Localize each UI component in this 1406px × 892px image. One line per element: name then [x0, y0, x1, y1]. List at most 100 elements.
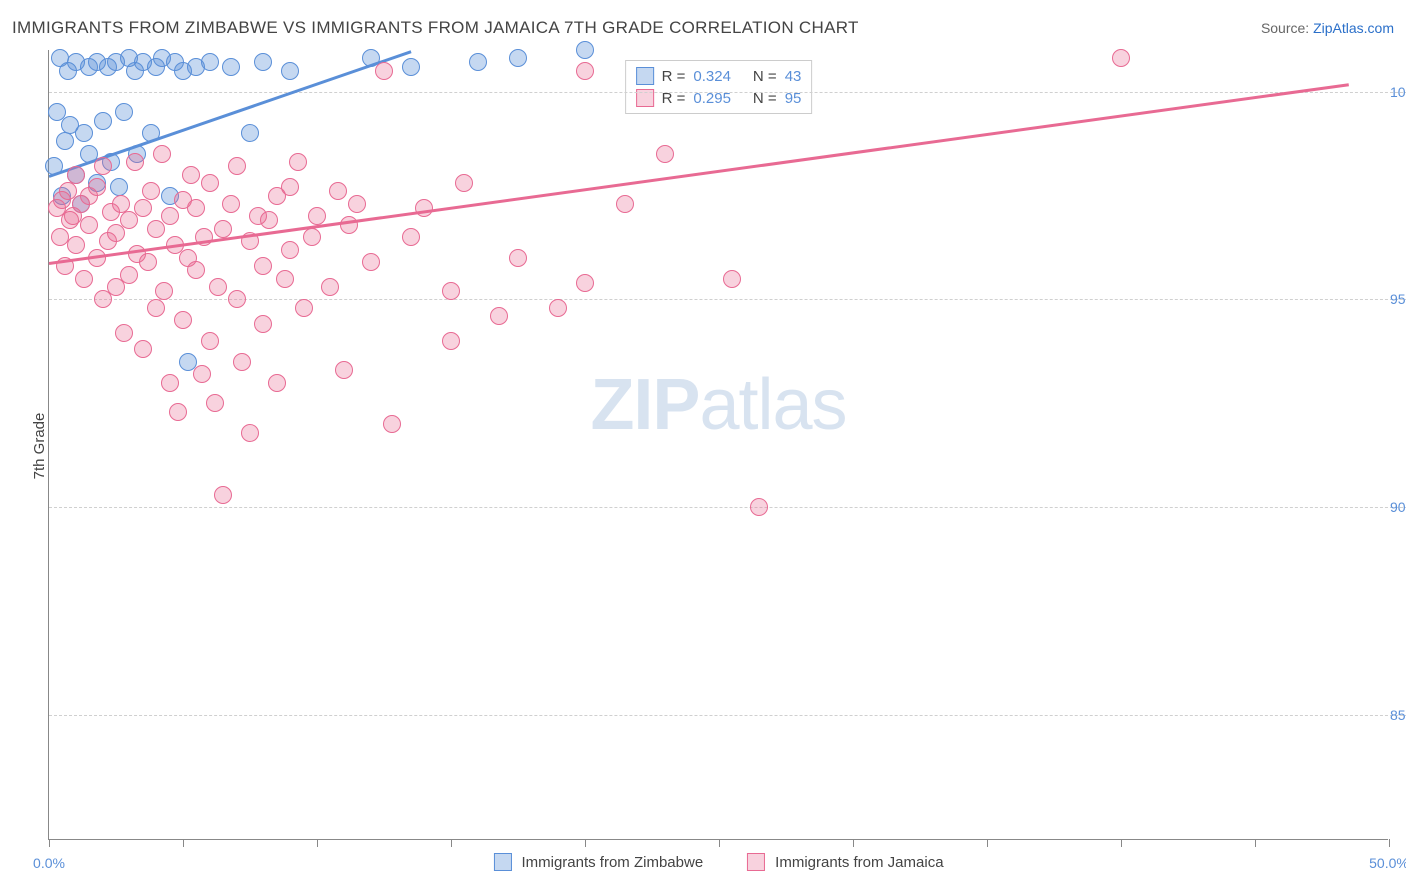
scatter-point: [174, 311, 192, 329]
n-label: N =: [753, 68, 777, 85]
scatter-point: [126, 153, 144, 171]
scatter-point: [281, 241, 299, 259]
scatter-point: [281, 178, 299, 196]
scatter-point: [209, 278, 227, 296]
scatter-point: [134, 199, 152, 217]
scatter-point: [455, 174, 473, 192]
scatter-point: [576, 62, 594, 80]
scatter-point: [335, 361, 353, 379]
scatter-point: [303, 228, 321, 246]
scatter-point: [67, 236, 85, 254]
scatter-point: [576, 274, 594, 292]
scatter-point: [228, 290, 246, 308]
scatter-point: [187, 261, 205, 279]
xtick: [1389, 839, 1390, 847]
chart-title: IMMIGRANTS FROM ZIMBABWE VS IMMIGRANTS F…: [12, 18, 859, 38]
xtick: [183, 839, 184, 847]
scatter-point: [155, 282, 173, 300]
scatter-point: [656, 145, 674, 163]
watermark-zip: ZIP: [590, 365, 699, 445]
scatter-point: [509, 49, 527, 67]
scatter-point: [182, 166, 200, 184]
xtick: [719, 839, 720, 847]
scatter-point: [329, 182, 347, 200]
scatter-point: [509, 249, 527, 267]
scatter-point: [134, 340, 152, 358]
scatter-point: [110, 178, 128, 196]
scatter-point: [442, 282, 460, 300]
scatter-point: [260, 211, 278, 229]
scatter-point: [161, 374, 179, 392]
scatter-point: [268, 374, 286, 392]
scatter-point: [120, 266, 138, 284]
watermark: ZIPatlas: [590, 364, 846, 446]
scatter-point: [723, 270, 741, 288]
legend-label-jamaica: Immigrants from Jamaica: [775, 854, 943, 871]
scatter-point: [115, 103, 133, 121]
scatter-point: [139, 253, 157, 271]
source-link[interactable]: ZipAtlas.com: [1313, 20, 1394, 36]
scatter-point: [206, 394, 224, 412]
scatter-point: [750, 498, 768, 516]
scatter-point: [340, 216, 358, 234]
scatter-point: [147, 299, 165, 317]
scatter-point: [222, 58, 240, 76]
scatter-point: [233, 353, 251, 371]
scatter-point: [362, 253, 380, 271]
scatter-point: [56, 132, 74, 150]
scatter-point: [161, 207, 179, 225]
scatter-point: [112, 195, 130, 213]
scatter-point: [383, 415, 401, 433]
ytick-label: 95.0%: [1390, 291, 1406, 307]
scatter-point: [193, 365, 211, 383]
scatter-point: [88, 178, 106, 196]
scatter-point: [241, 424, 259, 442]
swatch-jamaica: [747, 853, 765, 871]
scatter-point: [201, 174, 219, 192]
xtick: [853, 839, 854, 847]
scatter-point: [616, 195, 634, 213]
scatter-point: [254, 53, 272, 71]
stats-row-jamaica: R = 0.295 N = 95: [636, 87, 802, 109]
source-text: Source: ZipAtlas.com: [1261, 20, 1394, 36]
scatter-point: [442, 332, 460, 350]
xtick: [1121, 839, 1122, 847]
scatter-point: [214, 220, 232, 238]
scatter-point: [222, 195, 240, 213]
scatter-point: [67, 166, 85, 184]
scatter-point: [142, 182, 160, 200]
scatter-point: [276, 270, 294, 288]
scatter-point: [308, 207, 326, 225]
scatter-point: [94, 157, 112, 175]
gridline: [49, 92, 1406, 93]
title-bar: IMMIGRANTS FROM ZIMBABWE VS IMMIGRANTS F…: [12, 18, 1394, 38]
xtick: [451, 839, 452, 847]
xtick: [987, 839, 988, 847]
scatter-point: [241, 124, 259, 142]
scatter-point: [321, 278, 339, 296]
scatter-point: [402, 228, 420, 246]
scatter-point: [228, 157, 246, 175]
scatter-point: [201, 53, 219, 71]
scatter-point: [415, 199, 433, 217]
ytick-label: 100.0%: [1390, 84, 1406, 100]
scatter-point: [214, 486, 232, 504]
xtick: [1255, 839, 1256, 847]
scatter-point: [295, 299, 313, 317]
scatter-point: [281, 62, 299, 80]
gridline: [49, 507, 1406, 508]
gridline: [49, 715, 1406, 716]
xtick: [585, 839, 586, 847]
scatter-point: [490, 307, 508, 325]
scatter-point: [469, 53, 487, 71]
scatter-point: [201, 332, 219, 350]
scatter-point: [187, 199, 205, 217]
xtick-label: 50.0%: [1369, 855, 1406, 871]
ytick-label: 90.0%: [1390, 499, 1406, 515]
xtick-label: 0.0%: [33, 855, 65, 871]
stats-row-zimbabwe: R = 0.324 N = 43: [636, 65, 802, 87]
n-value-zimbabwe: 43: [785, 68, 802, 85]
xtick: [49, 839, 50, 847]
swatch-zimbabwe: [636, 67, 654, 85]
scatter-point: [94, 112, 112, 130]
